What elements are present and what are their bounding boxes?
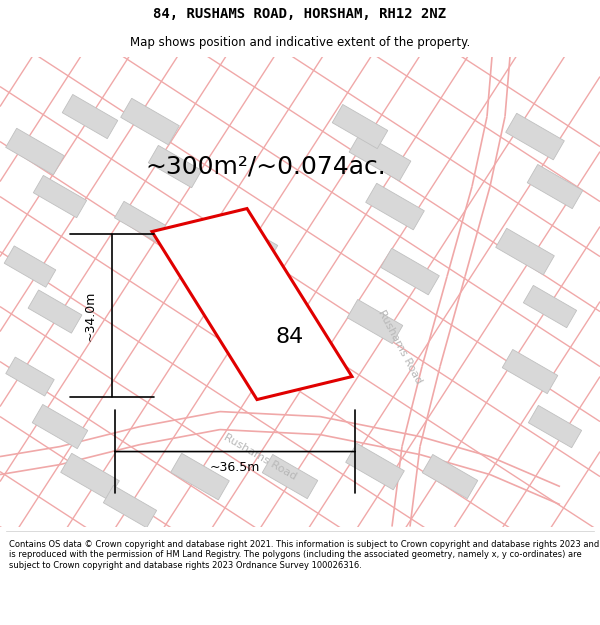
Text: Rushams Road: Rushams Road xyxy=(376,308,424,385)
Polygon shape xyxy=(170,453,229,500)
Polygon shape xyxy=(506,113,565,160)
Polygon shape xyxy=(365,183,424,230)
Polygon shape xyxy=(529,406,581,447)
Polygon shape xyxy=(34,176,86,218)
Polygon shape xyxy=(229,267,291,316)
Text: 84, RUSHAMS ROAD, HORSHAM, RH12 2NZ: 84, RUSHAMS ROAD, HORSHAM, RH12 2NZ xyxy=(154,7,446,21)
Polygon shape xyxy=(152,209,352,399)
Polygon shape xyxy=(523,286,577,328)
Polygon shape xyxy=(222,219,278,264)
Text: ~300m²/~0.074ac.: ~300m²/~0.074ac. xyxy=(145,154,386,179)
Text: Rushams Road: Rushams Road xyxy=(222,432,298,481)
Polygon shape xyxy=(349,132,411,181)
Polygon shape xyxy=(5,128,64,175)
Polygon shape xyxy=(61,453,119,500)
Polygon shape xyxy=(346,443,404,490)
Text: 84: 84 xyxy=(276,326,304,346)
Text: Map shows position and indicative extent of the property.: Map shows position and indicative extent… xyxy=(130,36,470,49)
Polygon shape xyxy=(262,454,318,499)
Polygon shape xyxy=(6,357,54,396)
Polygon shape xyxy=(422,454,478,499)
Polygon shape xyxy=(527,164,583,209)
Polygon shape xyxy=(62,94,118,139)
Text: ~34.0m: ~34.0m xyxy=(83,291,97,341)
Polygon shape xyxy=(28,290,82,333)
Polygon shape xyxy=(115,201,166,242)
Polygon shape xyxy=(121,98,179,145)
Text: ~36.5m: ~36.5m xyxy=(210,461,260,474)
Text: Contains OS data © Crown copyright and database right 2021. This information is : Contains OS data © Crown copyright and d… xyxy=(9,540,599,569)
Polygon shape xyxy=(148,146,202,188)
Polygon shape xyxy=(103,486,157,528)
Polygon shape xyxy=(380,248,439,295)
Polygon shape xyxy=(347,299,403,344)
Polygon shape xyxy=(502,349,558,394)
Polygon shape xyxy=(4,246,56,288)
Polygon shape xyxy=(32,404,88,449)
Polygon shape xyxy=(256,323,314,370)
Polygon shape xyxy=(332,104,388,149)
Polygon shape xyxy=(496,228,554,275)
